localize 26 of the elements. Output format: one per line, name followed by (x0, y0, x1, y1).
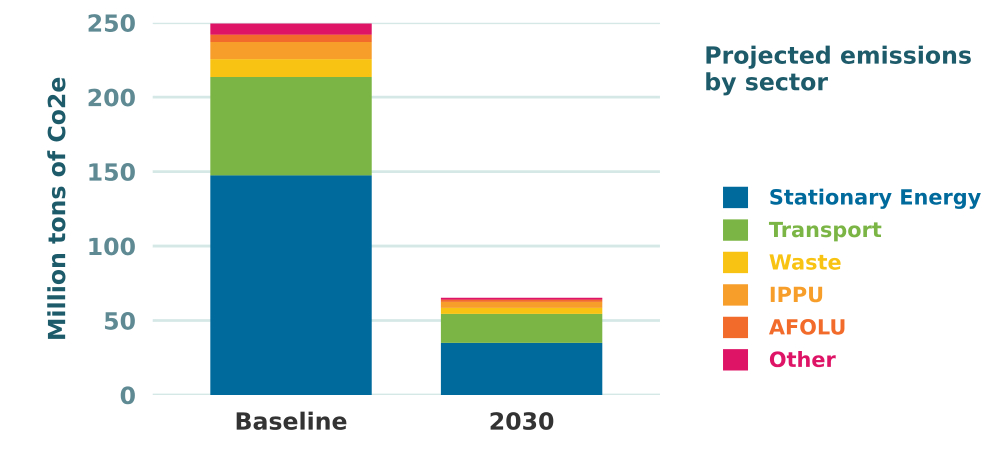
y-tick-label: 50 (104, 312, 135, 330)
legend-label: Waste (769, 254, 841, 270)
y-tick-label: 250 (88, 14, 135, 32)
legend-label: Transport (768, 222, 882, 242)
y-tick-label: 100 (89, 238, 135, 256)
bar (210, 34, 372, 42)
y-tick-label: 0 (120, 386, 135, 404)
bar (210, 175, 372, 395)
x-tick-label: Baseline (236, 412, 346, 430)
legend-label: Stationary Energy (770, 188, 981, 209)
legend-label: IPPU (770, 286, 822, 302)
legend-label: Other (770, 351, 836, 368)
x-tick-label: 2030 (490, 412, 554, 430)
bar (210, 77, 372, 176)
bar (440, 302, 602, 308)
bar (440, 314, 602, 343)
y-axis-title: Million tons of Co2e (47, 78, 66, 339)
legend-label: AFOLU (768, 318, 844, 335)
y-tick-label: 150 (89, 163, 135, 181)
bar (210, 42, 372, 60)
legend-title: Projected emissions by sector (706, 46, 971, 96)
bar (440, 342, 602, 395)
y-tick-label: 200 (88, 88, 135, 106)
bar (440, 308, 602, 314)
bar (210, 59, 372, 78)
bar (210, 23, 372, 35)
